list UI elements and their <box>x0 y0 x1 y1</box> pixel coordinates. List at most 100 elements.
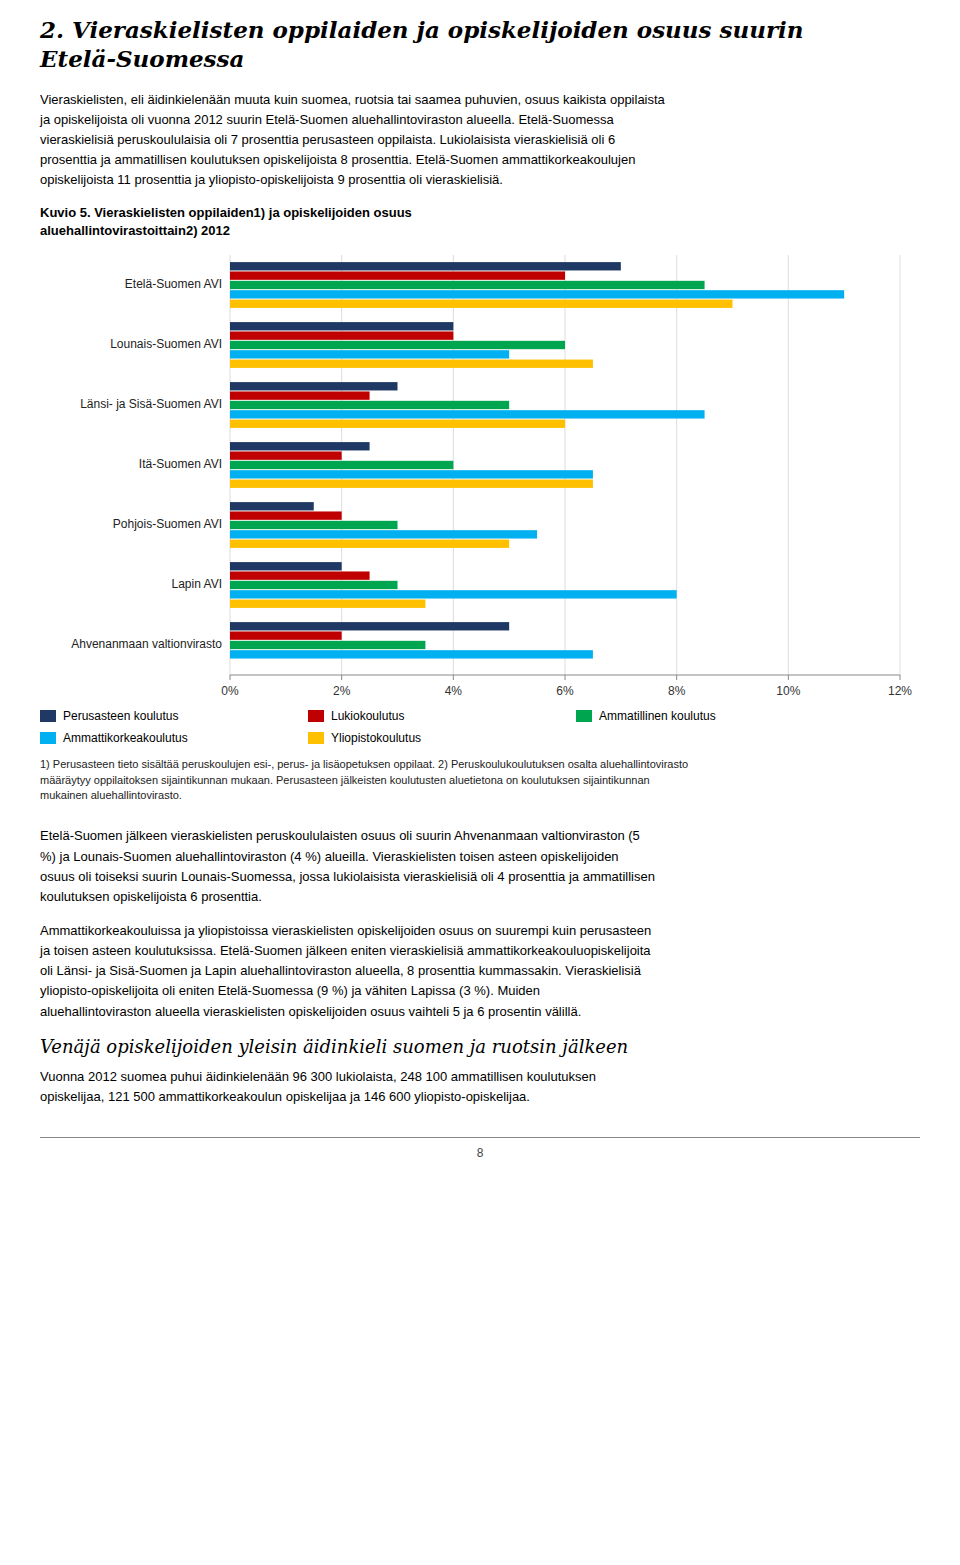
para: Ammattikorkeakouluissa ja yliopistoissa … <box>40 921 920 1022</box>
para-line: yliopisto-opiskelijoita oli eniten Etelä… <box>40 981 920 1001</box>
para-line: Ammattikorkeakouluissa ja yliopistoissa … <box>40 921 920 941</box>
bar <box>230 470 593 478</box>
bar <box>230 331 453 339</box>
heading: 2. Vieraskielisten oppilaiden ja opiskel… <box>40 16 920 74</box>
bar <box>230 299 733 307</box>
para-line: Vuonna 2012 suomea puhui äidinkielenään … <box>40 1067 920 1087</box>
bar <box>230 400 509 408</box>
legend-label: Yliopistokoulutus <box>331 731 421 745</box>
para-line: prosenttia ja ammatillisen koulutuksen o… <box>40 150 920 170</box>
legend-item: Perusasteen koulutus <box>40 709 280 723</box>
para-line: aluehallintoviraston alueella vieraskiel… <box>40 1002 920 1022</box>
legend-item: Ammatillinen koulutus <box>576 709 816 723</box>
heading-line: Etelä-Suomessa <box>40 45 920 74</box>
category-label: Itä-Suomen AVI <box>139 457 222 471</box>
x-tick <box>453 675 454 680</box>
page: 2. Vieraskielisten oppilaiden ja opiskel… <box>0 0 960 1160</box>
legend-item: Lukiokoulutus <box>308 709 548 723</box>
x-tick-label: 4% <box>445 684 463 698</box>
category-label: Ahvenanmaan valtionvirasto <box>71 637 222 651</box>
bars <box>230 262 844 658</box>
bar <box>230 502 314 510</box>
bar <box>230 391 370 399</box>
x-tick <box>900 675 901 680</box>
bar <box>230 460 453 468</box>
legend-label: Lukiokoulutus <box>331 709 404 723</box>
heading-line: 2. Vieraskielisten oppilaiden ja opiskel… <box>40 16 920 45</box>
bar <box>230 340 565 348</box>
bar <box>230 631 342 639</box>
para: Etelä-Suomen jälkeen vieraskielisten per… <box>40 826 920 907</box>
bar <box>230 280 705 288</box>
fig-title-line: Kuvio 5. Vieraskielisten oppilaiden1) ja… <box>40 204 920 222</box>
bar <box>230 520 398 528</box>
para-line: Etelä-Suomen jälkeen vieraskielisten per… <box>40 826 920 846</box>
bar <box>230 442 370 450</box>
category-label: Pohjois-Suomen AVI <box>113 517 222 531</box>
bar <box>230 599 425 607</box>
legend: Perusasteen koulutus Lukiokoulutus Ammatil… <box>40 709 920 745</box>
x-tick-label: 10% <box>776 684 800 698</box>
para-line: osuus oli toiseksi suurin Lounais-Suomes… <box>40 867 920 887</box>
x-tick-label: 12% <box>888 684 912 698</box>
bar <box>230 659 231 667</box>
bar <box>230 382 398 390</box>
x-tick-label: 2% <box>333 684 351 698</box>
x-tick <box>230 675 231 680</box>
bar <box>230 479 593 487</box>
category-label: Etelä-Suomen AVI <box>125 277 222 291</box>
bar <box>230 539 509 547</box>
para: Vieraskielisten, eli äidinkielenään muut… <box>40 90 920 191</box>
legend-swatch <box>308 710 324 722</box>
bar <box>230 640 425 648</box>
legend-swatch <box>40 732 56 744</box>
grid-line <box>565 255 566 675</box>
chart: 0%2%4%6%8%10%12%Etelä-Suomen AVILounais-… <box>40 247 920 705</box>
rule <box>40 1137 920 1138</box>
bar <box>230 322 453 330</box>
bar <box>230 650 593 658</box>
bar <box>230 590 677 598</box>
x-tick-label: 8% <box>668 684 686 698</box>
legend-label: Perusasteen koulutus <box>63 709 178 723</box>
grid-line <box>788 255 789 675</box>
legend-label: Ammatillinen koulutus <box>599 709 716 723</box>
bar <box>230 262 621 270</box>
bar <box>230 511 342 519</box>
bar <box>230 359 593 367</box>
bar <box>230 350 509 358</box>
bar <box>230 290 844 298</box>
section-title: Venäjä opiskelijoiden yleisin äidinkieli… <box>40 1036 920 1057</box>
para-line: %) ja Lounais-Suomen aluehallintovirasto… <box>40 847 920 867</box>
bar <box>230 580 398 588</box>
x-tick <box>565 675 566 680</box>
legend-label: Ammattikorkeakoulutus <box>63 731 188 745</box>
x-tick <box>676 675 677 680</box>
para-line: Vieraskielisten, eli äidinkielenään muut… <box>40 90 920 110</box>
bar <box>230 419 565 427</box>
bar <box>230 571 370 579</box>
bar <box>230 562 342 570</box>
para: Vuonna 2012 suomea puhui äidinkielenään … <box>40 1067 920 1107</box>
x-tick-label: 6% <box>556 684 574 698</box>
fig-title-line: aluehallintovirastoittain2) 2012 <box>40 222 920 240</box>
bar <box>230 530 537 538</box>
legend-swatch <box>308 732 324 744</box>
footnote: 1) Perusasteen tieto sisältää peruskoulu… <box>40 757 920 805</box>
bar <box>230 622 509 630</box>
legend-swatch <box>40 710 56 722</box>
legend-swatch <box>576 710 592 722</box>
footnote-line: määräytyy oppilaitoksen sijaintikunnan m… <box>40 773 920 789</box>
legend-item: Yliopistokoulutus <box>308 731 548 745</box>
para-line: vieraskielisiä peruskoululaisia oli 7 pr… <box>40 130 920 150</box>
legend-item: Ammattikorkeakoulutus <box>40 731 280 745</box>
bar <box>230 271 565 279</box>
para-line: ja toisen asteen koulutuksissa. Etelä-Su… <box>40 941 920 961</box>
para-line: opiskelijoista 11 prosenttia ja yliopist… <box>40 170 920 190</box>
x-tick <box>788 675 789 680</box>
para-line: koulutuksen opiskelijoista 6 prosenttia. <box>40 887 920 907</box>
page-number: 8 <box>40 1146 920 1160</box>
footnote-line: 1) Perusasteen tieto sisältää peruskoulu… <box>40 757 920 773</box>
category-label: Lounais-Suomen AVI <box>110 337 222 351</box>
para-line: opiskelijaa, 121 500 ammattikorkeakoulun… <box>40 1087 920 1107</box>
